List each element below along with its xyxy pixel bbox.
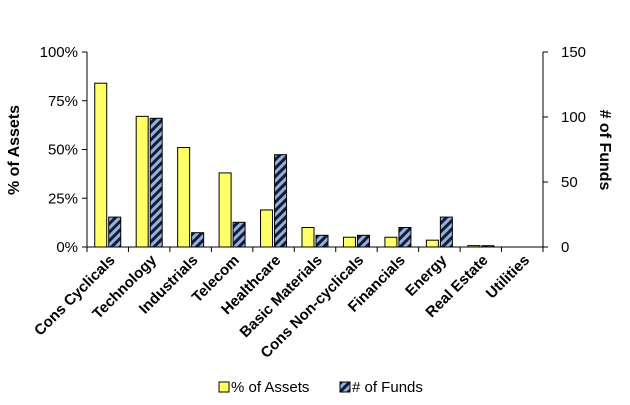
bar-num-funds <box>356 234 370 248</box>
axes: 0% 25% 50% 75% 100% 0 50 100 150 <box>40 44 586 256</box>
bar-pct-assets <box>218 172 232 248</box>
bar-num-funds <box>274 154 288 248</box>
y-tick-label: 100% <box>40 44 78 61</box>
legend-swatch-funds <box>339 381 351 393</box>
y2-tick-label: 0 <box>561 239 569 256</box>
bar-pct-assets <box>301 227 315 248</box>
y-tick-label: 25% <box>48 190 78 207</box>
y2-tick-label: 150 <box>561 44 586 61</box>
bar-num-funds <box>315 234 329 248</box>
bar-num-funds <box>232 221 246 248</box>
y2-tick-label: 100 <box>561 109 586 126</box>
bar-num-funds <box>439 216 453 248</box>
legend: % of Assets # of Funds <box>218 379 423 396</box>
y-tick-label: 50% <box>48 142 78 159</box>
bar-pct-assets <box>177 147 191 248</box>
bar-pct-assets <box>425 239 439 248</box>
y2-tick-label: 50 <box>561 174 578 191</box>
bar-num-funds <box>191 232 205 248</box>
legend-label-funds: # of Funds <box>352 379 423 396</box>
bar-num-funds <box>398 227 412 248</box>
bars <box>94 82 495 248</box>
bar-num-funds <box>481 245 495 248</box>
bar-pct-assets <box>384 236 398 248</box>
legend-label-assets: % of Assets <box>231 379 309 396</box>
bar-pct-assets <box>260 209 274 248</box>
category-label: Utilities <box>483 252 533 302</box>
bar-pct-assets <box>342 236 356 248</box>
bar-pct-assets <box>94 82 108 248</box>
bar-num-funds <box>108 216 122 248</box>
labels: Cons CyclicalsTechnologyIndustrialsTelec… <box>31 251 533 361</box>
y-tick-label: 75% <box>48 93 78 110</box>
y2-axis-title: # of Funds <box>596 110 613 191</box>
y-axis-title: % of Assets <box>6 105 23 195</box>
bar-pct-assets <box>135 115 149 248</box>
bar-pct-assets <box>467 245 481 248</box>
legend-swatch-assets <box>218 381 230 393</box>
bar-num-funds <box>149 117 163 248</box>
y-tick-label: 0% <box>56 239 78 256</box>
